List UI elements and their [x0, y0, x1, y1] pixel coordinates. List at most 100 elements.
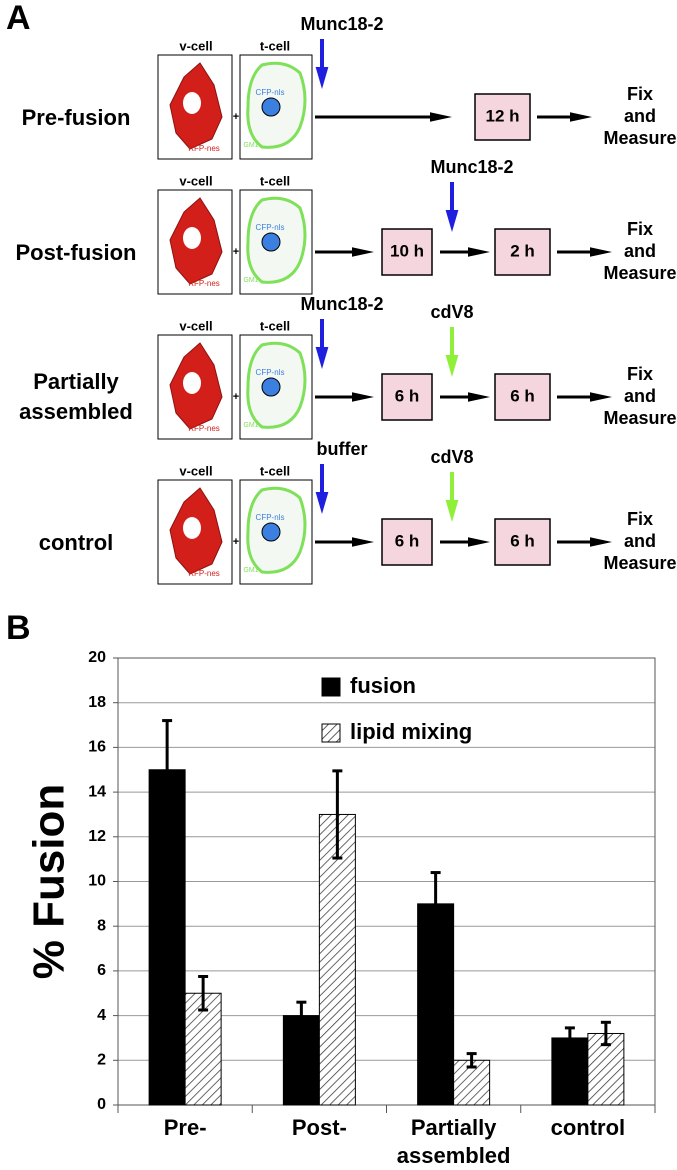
row-label: Partially assembled	[19, 369, 133, 424]
legend-swatch	[321, 677, 341, 697]
addition-label: Munc18-2	[430, 157, 513, 177]
arrow-head	[352, 247, 374, 257]
error-bar	[296, 1000, 307, 1031]
plus: +	[233, 246, 239, 258]
t-nucleus	[261, 522, 281, 542]
t-cell-label: t-cell	[260, 463, 290, 478]
duration: 12 h	[485, 106, 519, 125]
bar	[148, 769, 186, 1106]
legend-label: lipid mixing	[350, 719, 472, 744]
v-nucleus	[183, 372, 201, 394]
t-nucleus	[261, 377, 281, 397]
rfp-label: RFP-nes	[188, 279, 220, 288]
end-step: and	[624, 241, 656, 261]
arrow	[315, 319, 329, 369]
plus: +	[233, 536, 239, 548]
arrow	[315, 247, 374, 257]
v-cell-label: v-cell	[179, 173, 212, 188]
addition-label: Munc18-2	[300, 294, 383, 314]
error-bar	[466, 1052, 477, 1069]
arrow-head	[468, 537, 490, 547]
error-bar	[162, 719, 173, 821]
end-step: and	[624, 386, 656, 406]
cfp-label: CFP-nls	[256, 88, 285, 97]
cfp-label: CFP-nls	[256, 513, 285, 522]
y-tick-label: 20	[88, 649, 106, 666]
row-label: control	[38, 530, 114, 555]
gm1-label: GM1	[243, 567, 258, 574]
t-nucleus	[261, 232, 281, 252]
y-tick-label: 4	[97, 1007, 106, 1024]
arrow-head	[315, 67, 329, 89]
arrow-head	[315, 347, 329, 369]
y-tick-label: 6	[97, 962, 106, 979]
duration-box	[381, 373, 433, 421]
duration-box	[381, 228, 433, 276]
t-cell-label: t-cell	[260, 38, 290, 53]
y-tick-label: 12	[88, 828, 106, 845]
bar	[184, 992, 222, 1106]
error-bar	[332, 769, 343, 860]
rfp-label: RFP-nes	[188, 569, 220, 578]
duration-box	[494, 373, 551, 421]
v-cell-label: v-cell	[179, 318, 212, 333]
duration: 6 h	[395, 386, 420, 405]
end-step: Measure	[603, 553, 676, 573]
gm1-label: GM1	[243, 142, 258, 149]
arrow	[315, 392, 374, 402]
y-tick-label: 8	[97, 917, 106, 934]
error-bar	[430, 871, 441, 937]
arrow-head	[590, 392, 612, 402]
v-nucleus	[183, 227, 201, 249]
addition-label: buffer	[317, 439, 368, 459]
end-step: Fix	[627, 84, 653, 104]
y-tick-label: 10	[88, 873, 106, 890]
end-step: and	[624, 106, 656, 126]
row-label: Pre-fusion	[21, 105, 131, 130]
cfp-label: CFP-nls	[256, 223, 285, 232]
arrow-head	[468, 392, 490, 402]
y-tick-label: 18	[88, 694, 106, 711]
addition-label: cdV8	[430, 302, 473, 322]
arrow-head	[570, 112, 592, 122]
duration: 6 h	[510, 386, 535, 405]
arrow-head	[445, 355, 459, 377]
panel-label: A	[6, 0, 31, 37]
v-cell-label: v-cell	[179, 463, 212, 478]
duration-box	[494, 228, 551, 276]
duration: 2 h	[510, 241, 535, 260]
end-step: Measure	[603, 408, 676, 428]
arrow	[440, 392, 490, 402]
cfp-label: CFP-nls	[256, 368, 285, 377]
legend-swatch	[321, 723, 341, 743]
end-step: Fix	[627, 509, 653, 529]
x-tick-label: Partially assembled	[396, 1115, 511, 1168]
bar	[417, 903, 455, 1106]
y-tick-label: 16	[88, 739, 106, 756]
arrow	[557, 392, 612, 402]
arrow-head	[352, 392, 374, 402]
addition-label: Munc18-2	[300, 14, 383, 34]
bar	[318, 813, 356, 1106]
t-cell-label: t-cell	[260, 318, 290, 333]
arrow-head	[468, 247, 490, 257]
duration-box	[381, 518, 433, 566]
arrow	[315, 112, 452, 122]
arrow	[315, 537, 374, 547]
duration: 10 h	[390, 241, 424, 260]
y-axis-title: % Fusion	[25, 784, 74, 980]
x-tick-label: Pre-	[163, 1115, 207, 1140]
end-step: Fix	[627, 219, 653, 239]
arrow-head	[445, 500, 459, 522]
panel-label: B	[6, 609, 31, 647]
row-label: Post-fusion	[15, 240, 137, 265]
error-bar	[198, 974, 209, 1012]
y-tick-label: 14	[88, 783, 106, 800]
y-tick-label: 0	[97, 1096, 106, 1113]
rfp-label: RFP-nes	[188, 424, 220, 433]
arrow	[315, 39, 329, 89]
gm1-label: GM1	[243, 422, 258, 429]
arrow-head	[430, 112, 452, 122]
